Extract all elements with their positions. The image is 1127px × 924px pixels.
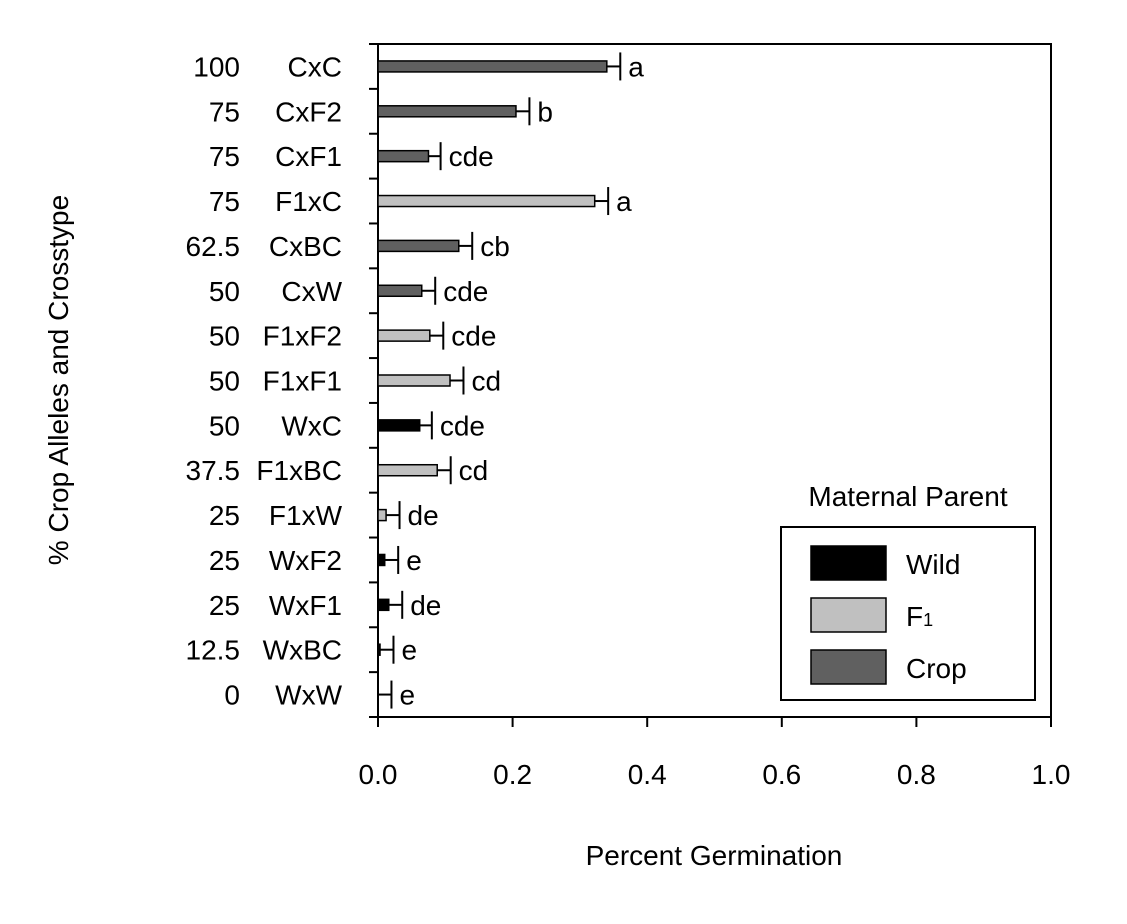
x-tick-label: 0.6 xyxy=(762,759,801,790)
x-tick-label: 0.2 xyxy=(493,759,532,790)
bar-f1xbc xyxy=(377,463,438,477)
bar-cxc xyxy=(377,60,608,73)
y-label-pct: 37.5 xyxy=(186,455,241,486)
y-label-cross: WxF2 xyxy=(269,545,342,576)
bar-wxc xyxy=(377,419,421,432)
bar-cxf1 xyxy=(377,149,430,163)
y-label-pct: 25 xyxy=(209,500,240,531)
x-tick-label: 0.8 xyxy=(897,759,936,790)
y-label-cross: CxF1 xyxy=(275,141,342,172)
x-axis-ticks: 0.0 0.2 0.4 0.6 0.8 1.0 xyxy=(359,717,1071,790)
significance-letter: cde xyxy=(443,276,488,307)
y-label-cross: WxC xyxy=(281,410,342,441)
y-label-cross: CxW xyxy=(281,276,342,307)
significance-letter: cde xyxy=(451,321,496,352)
y-label-pct: 25 xyxy=(209,545,240,576)
y-category-labels: 100 CxC 75 CxF2 75 CxF1 75 F1xC 62.5 CxBC 50 CxW 50 F… xyxy=(186,51,343,710)
y-label-pct: 0 xyxy=(224,680,240,711)
y-label-pct: 50 xyxy=(209,366,240,397)
significance-letter: e xyxy=(399,680,415,711)
y-label-cross: WxBC xyxy=(263,635,342,666)
y-label-pct: 50 xyxy=(209,276,240,307)
bar-cxf2 xyxy=(377,105,517,118)
y-label-cross: F1xF2 xyxy=(263,321,342,352)
bar-f1xw xyxy=(377,508,387,522)
legend-label-wild: Wild xyxy=(906,549,960,580)
y-axis-title: % Crop Alleles and Crosstype xyxy=(43,195,74,565)
legend-label-subscript: 1 xyxy=(923,610,933,630)
bar-cxbc xyxy=(377,239,460,253)
significance-letter: cd xyxy=(459,455,489,486)
y-label-pct: 25 xyxy=(209,590,240,621)
significance-letter: de xyxy=(410,590,441,621)
legend-swatch-crop xyxy=(810,649,887,685)
y-label-pct: 50 xyxy=(209,410,240,441)
bar-f1xf1 xyxy=(377,374,451,387)
y-label-cross: F1xW xyxy=(269,500,343,531)
significance-letter: de xyxy=(408,500,439,531)
bar-wxf1 xyxy=(377,598,390,612)
legend-title: Maternal Parent xyxy=(808,481,1007,512)
legend-swatch-wild xyxy=(810,545,887,581)
y-label-cross: WxW xyxy=(275,680,342,711)
y-label-cross: WxF1 xyxy=(269,590,342,621)
y-label-cross: F1xBC xyxy=(256,455,342,486)
significance-letter: b xyxy=(537,96,553,127)
bar-f1xf2 xyxy=(377,329,431,342)
significance-letter: a xyxy=(628,51,644,82)
y-label-cross: CxBC xyxy=(269,231,342,262)
y-label-pct: 75 xyxy=(209,96,240,127)
x-tick-label: 0.4 xyxy=(628,759,667,790)
significance-letter: a xyxy=(616,186,632,217)
bar-cxw xyxy=(377,284,423,298)
bar-wxbc xyxy=(377,643,381,656)
y-label-cross: CxC xyxy=(288,51,342,82)
legend-swatch-f1 xyxy=(810,597,887,633)
y-label-cross: F1xF1 xyxy=(263,366,342,397)
y-label-pct: 100 xyxy=(193,51,240,82)
bar-wxf2 xyxy=(377,553,386,567)
significance-letter: cde xyxy=(449,141,494,172)
y-label-pct: 62.5 xyxy=(186,231,241,262)
y-label-pct: 75 xyxy=(209,141,240,172)
x-tick-label: 1.0 xyxy=(1032,759,1071,790)
y-label-pct: 50 xyxy=(209,321,240,352)
y-label-cross: F1xC xyxy=(275,186,342,217)
x-axis-title: Percent Germination xyxy=(586,840,843,871)
significance-letter: e xyxy=(401,635,417,666)
significance-letter: cd xyxy=(471,366,501,397)
legend-label-crop: Crop xyxy=(906,653,967,684)
significance-letter: cde xyxy=(440,410,485,441)
x-tick-label: 0.0 xyxy=(359,759,398,790)
bar-f1xc xyxy=(377,194,596,208)
y-label-pct: 12.5 xyxy=(186,635,241,666)
y-label-pct: 75 xyxy=(209,186,240,217)
significance-letter: cb xyxy=(480,231,510,262)
significance-letter: e xyxy=(406,545,422,576)
y-label-cross: CxF2 xyxy=(275,96,342,127)
